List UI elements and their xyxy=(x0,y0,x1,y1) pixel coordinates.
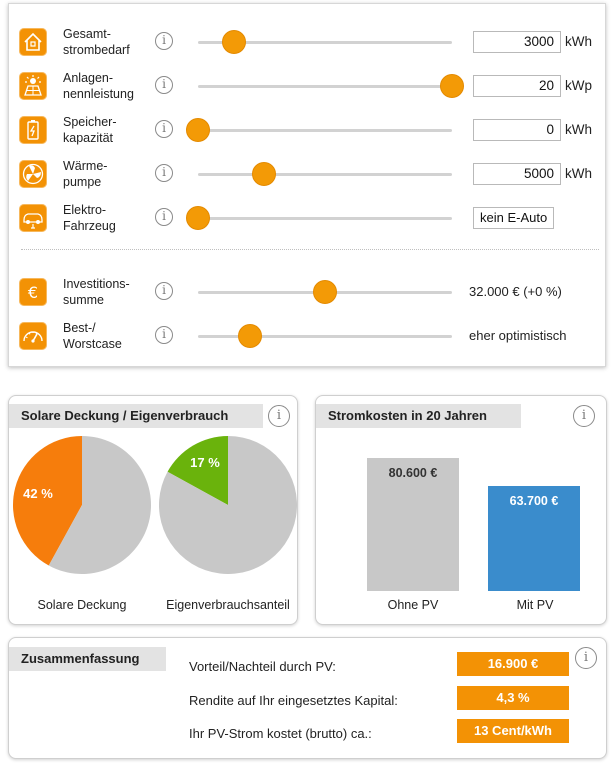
heat-pump-slider-handle[interactable] xyxy=(252,162,277,186)
coverage-pies: 42 % 17 % xyxy=(12,436,298,574)
solar-coverage-caption: Solare Deckung xyxy=(37,598,127,612)
pie-slice-share xyxy=(12,436,82,566)
info-icon[interactable]: i xyxy=(575,647,597,669)
info-icon[interactable]: i xyxy=(155,164,173,182)
solar-panel-icon xyxy=(19,72,47,100)
battery-icon xyxy=(19,116,47,144)
electric-vehicle-select[interactable]: kein E-Auto xyxy=(473,207,555,229)
pie-slice-rest xyxy=(159,436,298,574)
heat-pump-label: Wärme- pumpe xyxy=(63,159,108,189)
investment-slider-handle[interactable] xyxy=(313,280,337,304)
system-power-slider-track[interactable] xyxy=(198,85,452,88)
heat-pump-slider-track[interactable] xyxy=(198,173,452,176)
system-power-slider-handle[interactable] xyxy=(440,74,464,98)
storage-label: Speicher- kapazität xyxy=(63,115,117,145)
control-row-system-power: Anlagen- nennleistung i 20 kWp xyxy=(9,66,607,106)
summary-title: Zusammenfassung xyxy=(9,647,166,671)
fan-icon xyxy=(19,160,47,188)
pie-slice-rest xyxy=(48,436,151,574)
power-demand-label: Gesamt- strombedarf xyxy=(63,27,130,57)
control-row-heat-pump: Wärme- pumpe i 5000 kWh xyxy=(9,154,607,194)
pv-cost-value: 13 Cent/kWh xyxy=(457,719,569,743)
info-icon[interactable]: i xyxy=(268,405,290,427)
bar-with-pv xyxy=(488,485,580,591)
system-power-label: Anlagen- nennleistung xyxy=(63,71,134,101)
control-row-scenario: Best-/ Worstcase i eher optimistisch xyxy=(9,316,607,356)
bar-value-label: 80.600 € xyxy=(388,466,438,480)
self-consumption-pie: 17 % xyxy=(159,436,298,574)
storage-unit: kWh xyxy=(565,122,592,137)
without-pv-caption: Ohne PV xyxy=(387,598,439,612)
scenario-value: eher optimistisch xyxy=(469,328,567,343)
storage-input[interactable]: 0 xyxy=(473,119,561,141)
control-row-power-demand: Gesamt- strombedarf i 3000 kWh xyxy=(9,22,607,62)
info-icon[interactable]: i xyxy=(155,326,173,344)
with-pv-caption: Mit PV xyxy=(516,598,554,612)
pie-slice-label: 17 % xyxy=(190,455,220,470)
coverage-title: Solare Deckung / Eigenverbrauch xyxy=(9,404,263,428)
costs-card: Stromkosten in 20 Jahren i 80.600 € 63.70… xyxy=(315,395,607,625)
scenario-label: Best-/ Worstcase xyxy=(63,321,122,351)
power-demand-input[interactable]: 3000 xyxy=(473,31,561,53)
info-icon[interactable]: i xyxy=(573,405,595,427)
costs-title: Stromkosten in 20 Jahren xyxy=(316,404,521,428)
pie-slice-share xyxy=(167,436,228,505)
info-icon[interactable]: i xyxy=(155,76,173,94)
benefit-value: 16.900 € xyxy=(457,652,569,676)
gauge-icon xyxy=(19,322,47,350)
return-value: 4,3 % xyxy=(457,686,569,710)
electric-vehicle-slider-handle[interactable] xyxy=(186,206,210,230)
control-row-electric-vehicle: Elektro- Fahrzeug i kein E-Auto xyxy=(9,198,607,238)
info-icon[interactable]: i xyxy=(155,282,173,300)
storage-slider-track[interactable] xyxy=(198,129,452,132)
house-icon xyxy=(19,28,47,56)
storage-slider-handle[interactable] xyxy=(186,118,210,142)
coverage-card: Solare Deckung / Eigenverbrauch i 42 % 1… xyxy=(8,395,298,625)
settings-panel: Gesamt- strombedarf i 3000 kWh Anlagen- … xyxy=(8,3,606,367)
system-power-unit: kWp xyxy=(565,78,592,93)
benefit-label: Vorteil/Nachteil durch PV: xyxy=(189,659,336,674)
divider xyxy=(21,249,599,250)
control-row-investment: € Investitions- summe i 32.000 € (+0 %) xyxy=(9,272,607,312)
control-row-storage: Speicher- kapazität i 0 kWh xyxy=(9,110,607,150)
scenario-slider-handle[interactable] xyxy=(238,324,263,348)
info-icon[interactable]: i xyxy=(155,32,173,50)
investment-label: Investitions- summe xyxy=(63,277,130,307)
bar-without-pv xyxy=(367,458,459,591)
power-demand-unit: kWh xyxy=(565,34,592,49)
summary-card: Zusammenfassung i Vorteil/Nachteil durch… xyxy=(8,637,607,759)
pv-cost-label: Ihr PV-Strom kostet (brutto) ca.: xyxy=(189,726,372,741)
power-demand-slider-handle[interactable] xyxy=(221,30,246,54)
bar-value-label: 63.700 € xyxy=(509,493,559,508)
info-icon[interactable]: i xyxy=(155,120,173,138)
solar-coverage-pie: 42 % xyxy=(12,436,151,574)
electric-vehicle-label: Elektro- Fahrzeug xyxy=(63,203,116,233)
heat-pump-input[interactable]: 5000 xyxy=(473,163,561,185)
info-icon[interactable]: i xyxy=(155,208,173,226)
return-label: Rendite auf Ihr eingesetztes Kapital: xyxy=(189,693,398,708)
power-demand-slider-track[interactable] xyxy=(198,41,452,44)
pie-slice-label: 42 % xyxy=(23,486,53,501)
investment-value: 32.000 € (+0 %) xyxy=(469,284,562,299)
svg-text:€: € xyxy=(28,283,38,302)
euro-icon: € xyxy=(19,278,47,306)
self-consumption-caption: Eigenverbrauchsanteil xyxy=(166,598,290,612)
electric-vehicle-slider-track[interactable] xyxy=(198,217,452,220)
heat-pump-unit: kWh xyxy=(565,166,592,181)
system-power-input[interactable]: 20 xyxy=(473,75,561,97)
electric-car-icon xyxy=(19,204,47,232)
scenario-slider-track[interactable] xyxy=(198,335,452,338)
